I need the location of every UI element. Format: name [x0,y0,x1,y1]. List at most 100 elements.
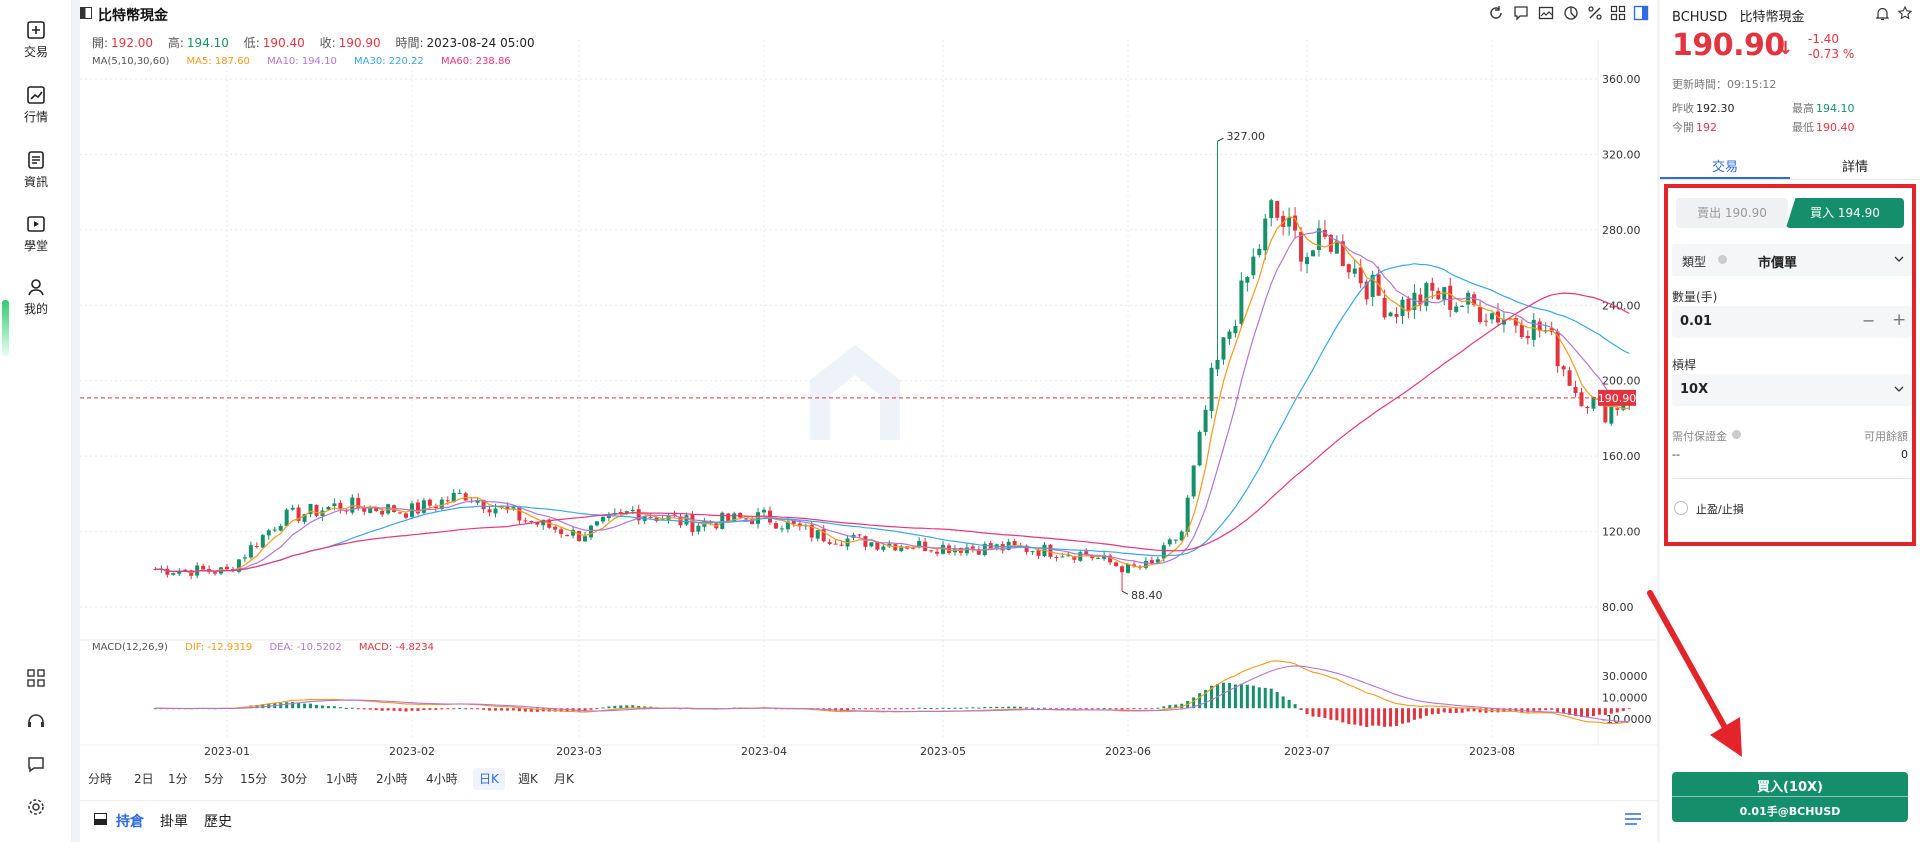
macd-bar [482,708,486,710]
macd-bar [1568,708,1572,715]
macd-bar [1580,708,1584,718]
tpsl-radio[interactable] [1674,501,1688,515]
x-tick-label: 2023-06 [1105,745,1151,758]
tab-trade[interactable]: 交易 [1711,160,1738,175]
timeframe-0[interactable]: 分時 [88,772,113,786]
plus-icon[interactable]: + [1892,310,1907,330]
candle-body [606,514,611,518]
candle-body [1024,545,1029,552]
open-value: 192 [1696,121,1717,134]
timeframe-8[interactable]: 4小時 [426,772,458,786]
timeframe-9[interactable]: 日K [473,768,505,790]
candle-body [1293,215,1298,231]
tab-positions[interactable]: 持倉 [116,814,144,830]
tab-details[interactable]: 詳情 [1841,160,1868,175]
current-price: 190.90 [1672,28,1785,63]
candle-body [565,534,570,537]
settings-button[interactable] [0,797,72,817]
candle-body [213,572,218,574]
tab-orders[interactable]: 掛單 [160,814,188,830]
candle-body [648,516,653,518]
draw-icon[interactable] [1513,5,1529,21]
macd-bar [577,708,581,712]
timeframe-4[interactable]: 15分 [240,772,268,786]
chat-button[interactable] [0,754,72,774]
leverage-select[interactable]: 10X [1672,374,1912,406]
order-type-select[interactable]: 類型 市價單 [1672,244,1912,276]
nav-item-academy[interactable]: 學堂 [0,214,72,254]
low-marker-label: 88.40 [1131,589,1163,602]
update-time: 更新時間：09:15:12 [1672,78,1777,91]
sell-button[interactable]: 賣出 190.90 [1676,198,1788,228]
candle-body [374,507,379,511]
macd-bar [917,707,921,709]
macd-bar [1114,708,1118,710]
tab-history[interactable]: 歷史 [204,814,232,830]
bell-icon[interactable] [1876,7,1889,21]
price-chart[interactable]: 360.00 320.00 280.00 240.00 200.00 160.00 120.… [80,0,1657,842]
order-form: 賣出 190.90 買入 194.90 類型 市價單 數量(手) 0.01 − … [1664,184,1916,546]
nav-item-market[interactable]: 行情 [0,85,72,125]
candle-body [726,513,731,521]
candle-body [690,514,695,533]
nav-item-me[interactable]: 我的 [0,277,72,317]
macd-bar [1585,708,1589,718]
candle-body [875,541,880,550]
timeframe-7[interactable]: 2小時 [376,772,408,786]
candle-body [535,522,540,525]
timeframe-10[interactable]: 週K [518,772,538,786]
dea-line [155,665,1630,723]
macd-bar [995,706,999,709]
macd-bar [386,708,390,711]
candle-body [1209,367,1214,412]
time-label: 時間: [395,36,424,50]
menu-icon[interactable] [1625,813,1641,825]
indicator-icon[interactable] [1563,5,1579,21]
nav-label-trade: 交易 [23,45,48,59]
refresh-icon[interactable] [1488,5,1504,21]
macd-bar [1412,708,1416,720]
timeframe-6[interactable]: 1小時 [326,772,358,786]
apps-button[interactable] [0,668,72,688]
timeframe-2[interactable]: 1分 [168,772,188,786]
nav-item-trade[interactable]: 交易 [0,20,72,60]
down-arrow-icon: ↓ [1778,38,1794,59]
nav-label-market: 行情 [23,110,48,124]
macd-bar [595,708,599,710]
candle-body [380,510,385,515]
panel-icon[interactable] [1633,5,1649,21]
image-icon[interactable] [1538,5,1554,21]
candle-body [577,530,582,542]
info-icon [1718,255,1727,264]
timeframe-3[interactable]: 5分 [204,772,224,786]
sidebar-toggle-icon[interactable] [80,7,92,19]
nav-item-news[interactable]: 資訊 [0,150,72,190]
layout-icon[interactable] [1610,5,1626,21]
buy-toggle-button[interactable]: 買入 194.90 [1786,198,1904,228]
macd-bar [1609,708,1613,714]
macd-bar [1454,708,1458,713]
stat-high: 最高 194.10 [1792,100,1855,116]
minus-icon[interactable]: − [1862,311,1876,330]
macd-bar [1239,683,1243,709]
macd-bar [1007,706,1011,709]
star-icon[interactable] [1898,6,1912,20]
percent-icon[interactable] [1587,5,1603,21]
open-value: 192.00 [111,36,154,50]
apps-icon [27,669,45,687]
macd-bar [989,707,993,709]
support-button[interactable] [0,711,72,731]
candle-body [153,568,158,570]
trade-panel: BCHUSD 比特幣現金 190.90 ↓ -1.40 -0.73 % 更新時間… [1660,0,1920,842]
quantity-stepper[interactable]: 0.01 − + [1672,306,1912,338]
timeframe-11[interactable]: 月K [554,772,574,786]
candle-body [1352,268,1357,274]
timeframe-5[interactable]: 30分 [280,772,308,786]
candle-body [177,570,182,574]
macd-bar [887,708,891,710]
candle-body [1299,231,1304,262]
collapse-icon[interactable] [94,813,107,825]
buy-button[interactable]: 買入(10X) 0.01手@BCHUSD [1672,772,1908,822]
timeframe-1[interactable]: 2日 [134,772,154,786]
x-tick-label: 2023-01 [204,745,250,758]
